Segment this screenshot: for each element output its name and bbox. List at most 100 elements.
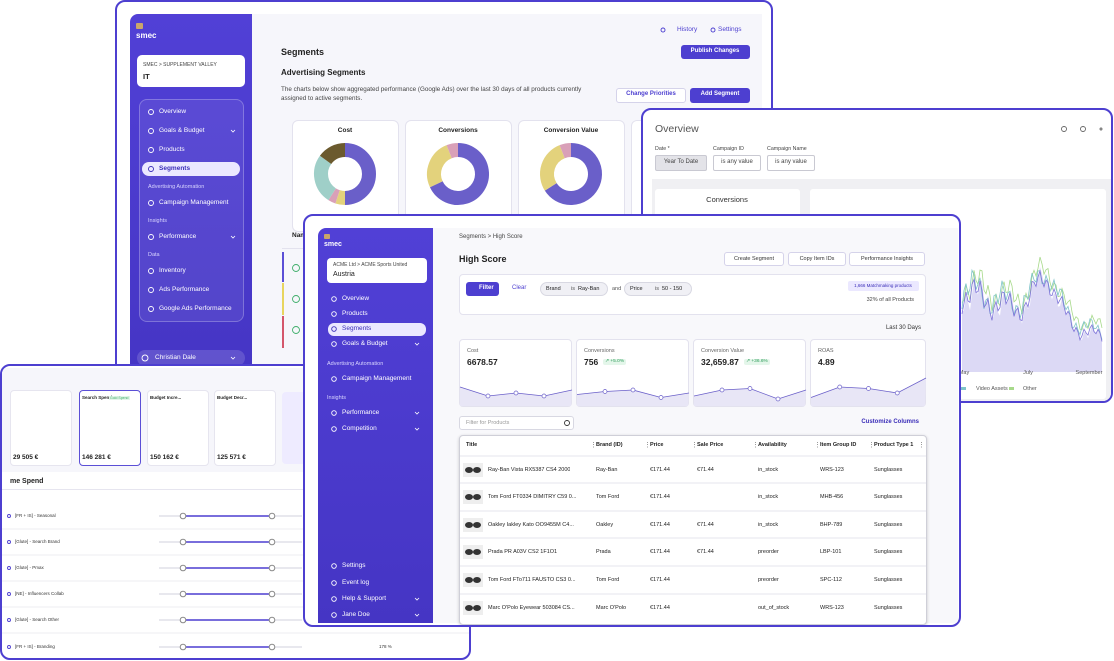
- search-input[interactable]: [459, 416, 574, 430]
- kpi-label: Conversions: [584, 347, 615, 354]
- slider-handle: [179, 564, 187, 572]
- summary-card[interactable]: [10, 390, 72, 466]
- legend-entry: Video Assets: [976, 385, 1008, 392]
- summary-card[interactable]: [79, 390, 141, 466]
- nav-item[interactable]: Overview: [342, 295, 370, 303]
- chart-card: [405, 120, 512, 232]
- page-title: Segments: [281, 46, 325, 57]
- button-label[interactable]: Change Priorities: [626, 91, 676, 98]
- column-header: Price: [650, 441, 664, 448]
- account-box[interactable]: [327, 258, 427, 283]
- nav-item[interactable]: Performance: [342, 409, 380, 417]
- settings-link[interactable]: Settings: [718, 26, 742, 34]
- table-cell: Tom Ford: [596, 576, 620, 583]
- icon: [7, 618, 11, 622]
- table-cell: in_stock: [758, 466, 779, 473]
- condition-operator: is: [571, 285, 575, 292]
- donut-segment: [446, 143, 459, 159]
- icon: [331, 612, 337, 618]
- filter-panel: [459, 274, 926, 315]
- thumbnail-lens: [465, 577, 473, 583]
- nav-section: Advertising Automation: [148, 183, 205, 190]
- nav-item[interactable]: Segments: [342, 325, 372, 333]
- button-label[interactable]: Create Segment: [733, 255, 775, 262]
- table-cell: €171.44: [650, 576, 670, 583]
- button-label[interactable]: Filter: [479, 285, 494, 292]
- account-box[interactable]: [137, 55, 245, 87]
- condition-chip[interactable]: [540, 282, 608, 296]
- nav-item[interactable]: Goals & Budget: [342, 340, 388, 348]
- filter-button[interactable]: [466, 282, 499, 296]
- button-label[interactable]: Performance Insights: [861, 255, 913, 262]
- account-path: SMEC > SUPPLEMENT VALLEY: [143, 62, 217, 68]
- nav-item[interactable]: Help & Support: [342, 595, 387, 603]
- icon: [331, 596, 337, 602]
- nav-item[interactable]: Ads Performance: [159, 286, 210, 294]
- axis-label: May: [958, 369, 970, 376]
- logo-icon: [324, 234, 330, 239]
- donut-segment: [328, 188, 340, 204]
- thumbnail-lens: [473, 494, 481, 500]
- button-label[interactable]: Add Segment: [700, 91, 740, 98]
- campaign-name: [Glute] - Search Brand: [15, 539, 60, 545]
- graphics: ⋮ ⋮ ⋮ ⋮ ⋮ ⋮ ⋮: [331, 296, 927, 618]
- filter-input[interactable]: [767, 155, 815, 171]
- nav-item[interactable]: Jane Doe: [342, 611, 370, 619]
- button-label[interactable]: Copy Item IDs: [799, 255, 835, 262]
- spark-point: [837, 384, 843, 390]
- icon: [331, 580, 337, 586]
- button-label[interactable]: Clear: [512, 285, 527, 292]
- kpi-label: Cost: [467, 347, 479, 354]
- nav-item[interactable]: Products: [342, 310, 368, 318]
- summary-card[interactable]: [214, 390, 276, 466]
- change-priorities-button[interactable]: [616, 88, 686, 103]
- chevron-icon: [414, 613, 420, 617]
- history-link[interactable]: History: [677, 26, 698, 34]
- nav-panel: [139, 99, 244, 322]
- thumbnail-lens: [465, 494, 473, 500]
- condition-value: 50 - 150: [662, 285, 683, 292]
- high-score-window: ⋮ ⋮ ⋮ ⋮ ⋮ ⋮ ⋮ smec ACME Ltd > ACME Sports United…: [303, 214, 961, 627]
- filter-input[interactable]: [655, 155, 707, 171]
- publish-label[interactable]: Publish Changes: [690, 48, 740, 55]
- nav-item[interactable]: Overview: [159, 108, 187, 116]
- filter-input[interactable]: [713, 155, 761, 171]
- nav-item[interactable]: Segments: [159, 165, 191, 173]
- search-placeholder[interactable]: Filter for Products: [466, 419, 510, 426]
- nav-item[interactable]: Campaign Management: [159, 199, 229, 207]
- action-button[interactable]: [788, 252, 846, 266]
- kpi-change: ↗ +5.0%: [603, 359, 627, 365]
- divider: [2, 489, 469, 490]
- table-cell: in_stock: [758, 493, 779, 500]
- slider-handle: [268, 616, 276, 624]
- spark-point: [894, 390, 900, 396]
- table-cell: €171.44: [650, 466, 670, 473]
- graphics: [141, 27, 716, 362]
- card-title: Budget Incre...: [150, 395, 182, 401]
- nav-item[interactable]: Inventory: [159, 267, 186, 275]
- nav-section: Insights: [327, 394, 346, 401]
- nav-item[interactable]: Google Ads Performance: [159, 305, 232, 313]
- nav-item[interactable]: Event log: [342, 579, 370, 587]
- action-button[interactable]: [724, 252, 784, 266]
- nav-item[interactable]: Settings: [342, 562, 366, 570]
- icon: [148, 200, 154, 206]
- customize-link[interactable]: Customize Columns: [861, 419, 919, 426]
- spark-point: [719, 387, 725, 393]
- user-pill[interactable]: [137, 350, 245, 366]
- table-cell: out_of_stock: [758, 604, 790, 611]
- icon: [148, 234, 154, 240]
- nav-item[interactable]: Campaign Management: [342, 375, 412, 383]
- user-name[interactable]: Christian Dale: [155, 354, 196, 362]
- nav-item[interactable]: Performance: [159, 233, 197, 241]
- action-button[interactable]: [849, 252, 925, 266]
- table-cell: in_stock: [758, 521, 779, 528]
- icon: [292, 295, 300, 303]
- condition-chip[interactable]: [624, 282, 692, 296]
- summary-card[interactable]: [147, 390, 209, 466]
- nav-item[interactable]: Competition: [342, 425, 377, 433]
- publish-button[interactable]: [681, 45, 750, 59]
- nav-item[interactable]: Products: [159, 146, 185, 154]
- nav-item[interactable]: Goals & Budget: [159, 127, 205, 135]
- add-segment-button[interactable]: [690, 88, 750, 103]
